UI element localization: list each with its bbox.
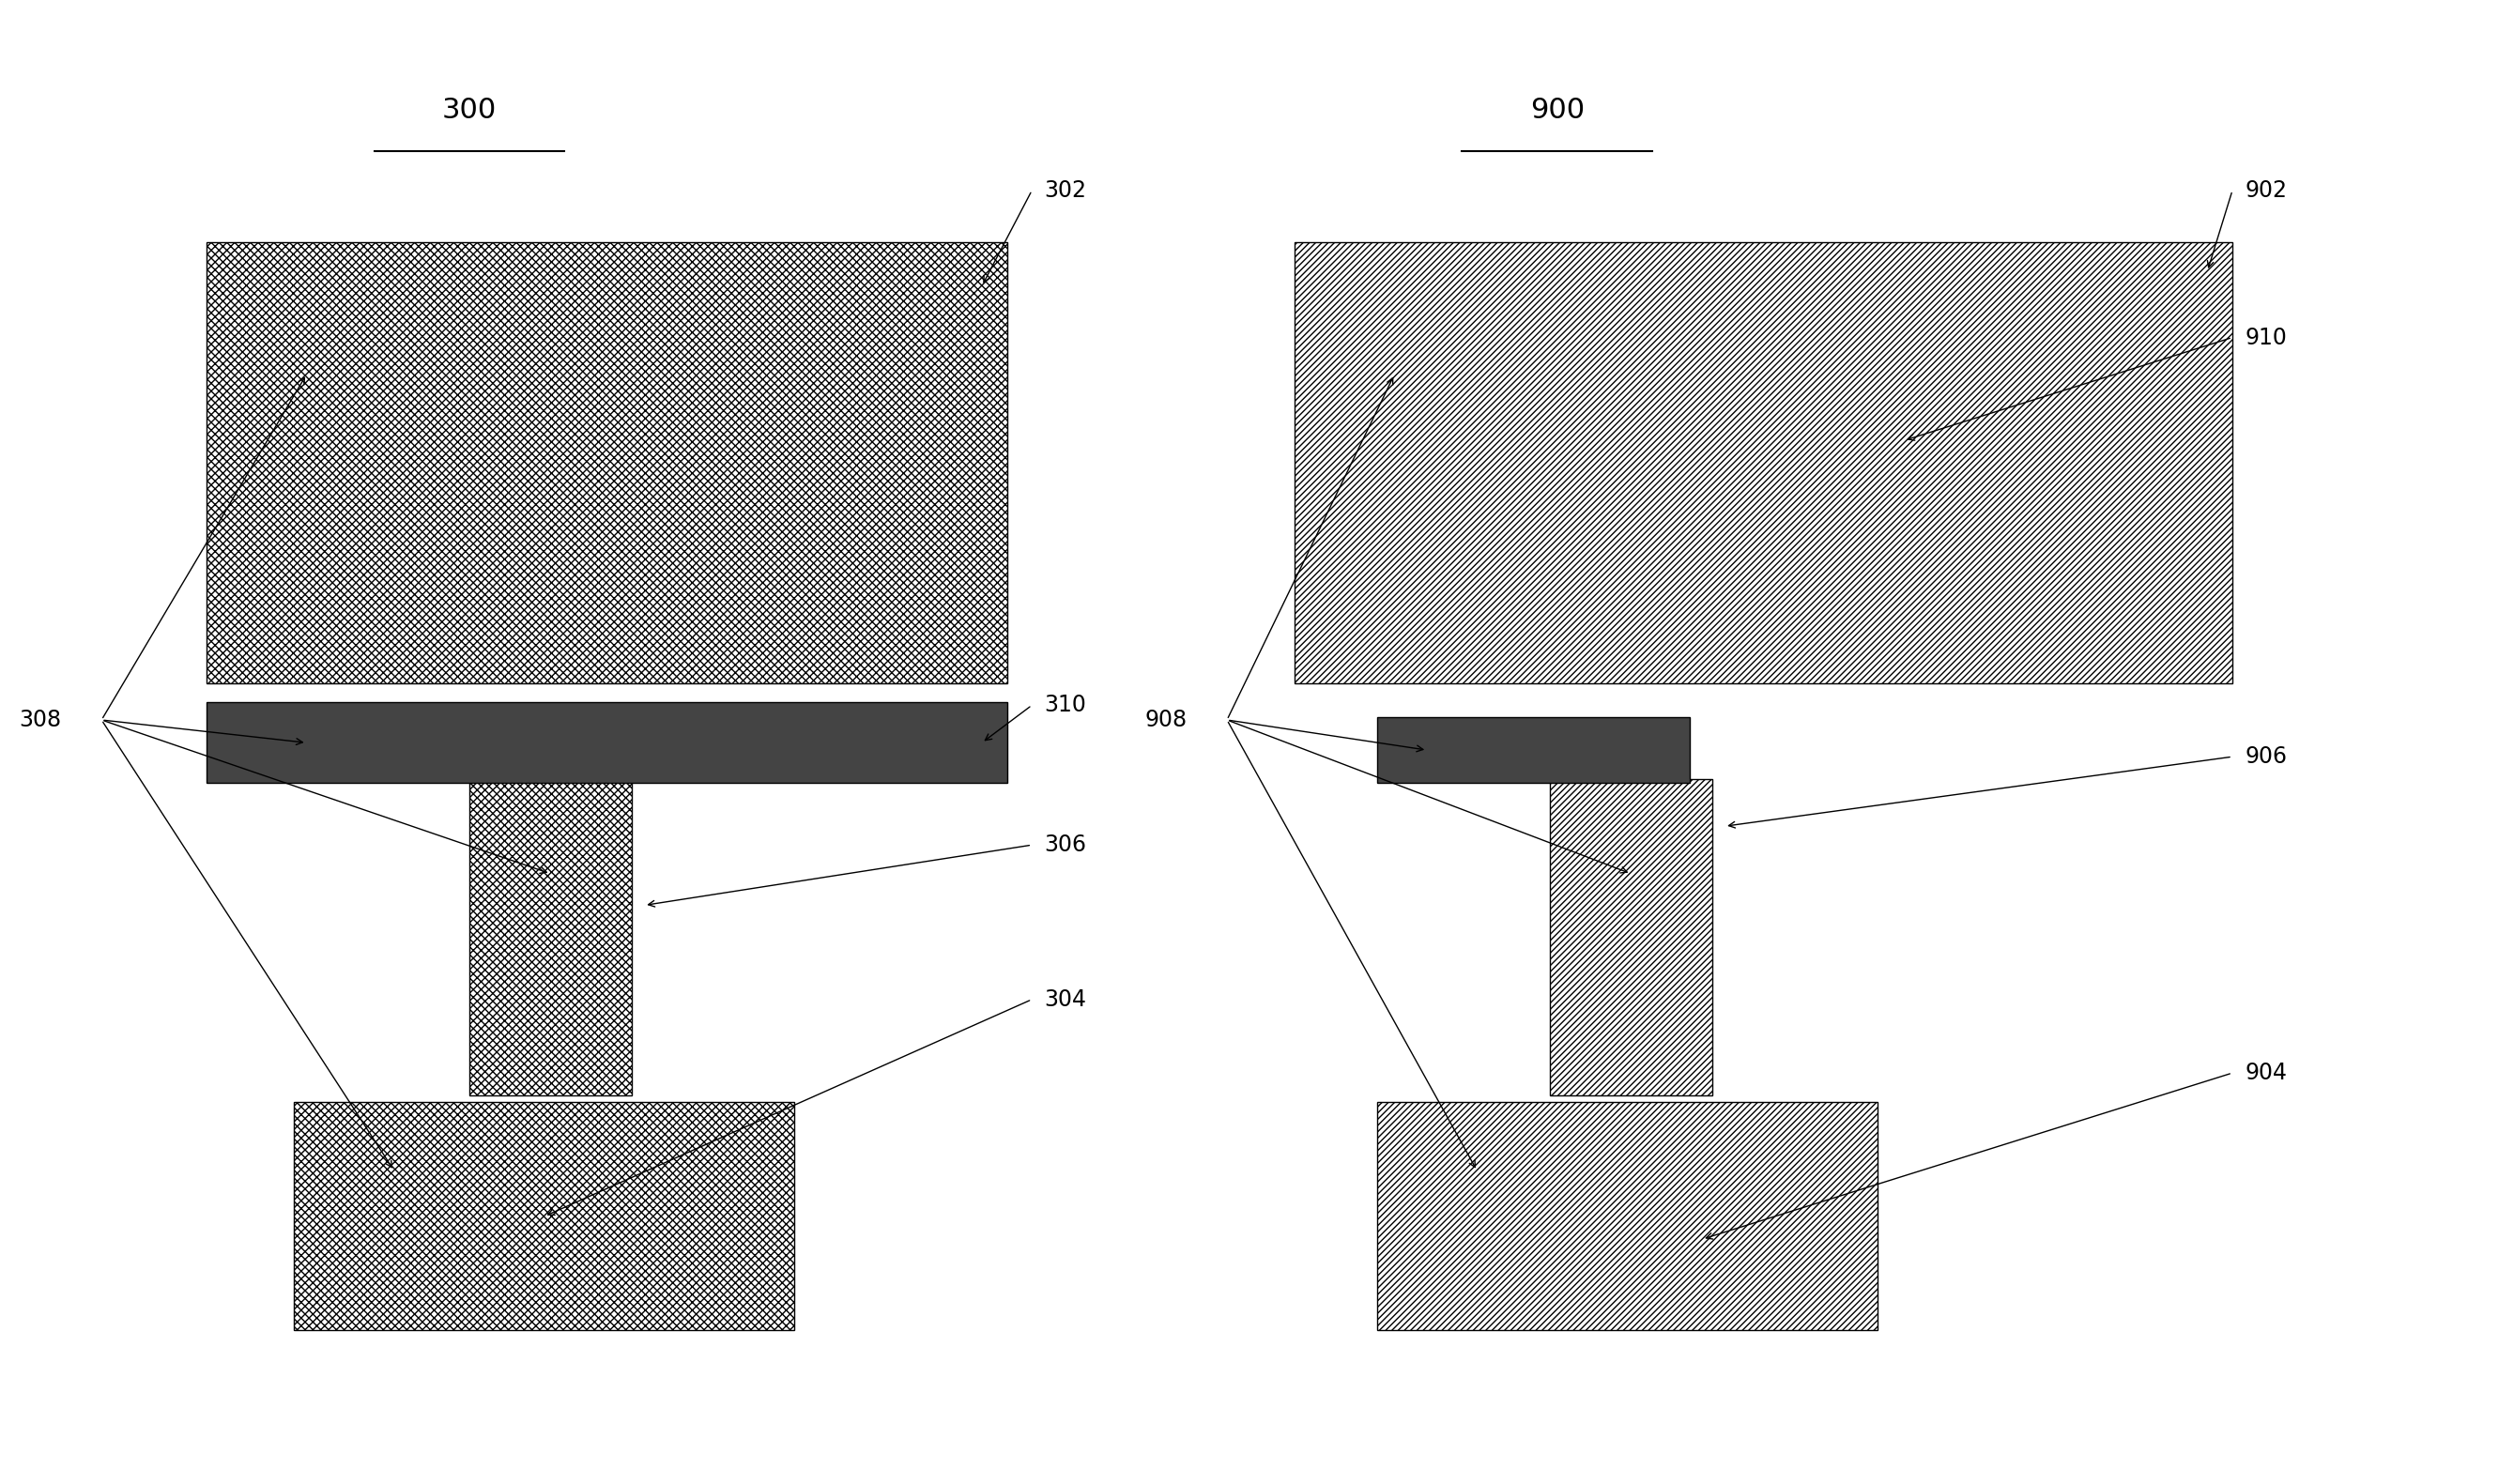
Bar — [294, 1103, 794, 1330]
Bar — [206, 702, 1008, 784]
Bar — [1378, 1103, 1878, 1330]
Text: 304: 304 — [1043, 988, 1086, 1011]
Text: 306: 306 — [1043, 834, 1086, 856]
Text: 908: 908 — [1144, 709, 1187, 732]
Text: 900: 900 — [1531, 96, 1584, 125]
Bar — [206, 242, 1008, 683]
Bar — [1378, 717, 1689, 784]
Text: 902: 902 — [2245, 180, 2288, 202]
Bar — [1295, 242, 2232, 683]
Text: 910: 910 — [2245, 326, 2288, 349]
Bar — [470, 779, 631, 1095]
Bar — [206, 702, 1008, 784]
Text: 906: 906 — [2245, 745, 2288, 769]
Text: 904: 904 — [2245, 1061, 2288, 1085]
Text: 300: 300 — [442, 96, 498, 125]
Text: 302: 302 — [1043, 180, 1086, 202]
Text: 310: 310 — [1043, 695, 1086, 717]
Bar — [1378, 717, 1689, 784]
Bar — [1549, 779, 1712, 1095]
Text: 308: 308 — [20, 709, 60, 732]
